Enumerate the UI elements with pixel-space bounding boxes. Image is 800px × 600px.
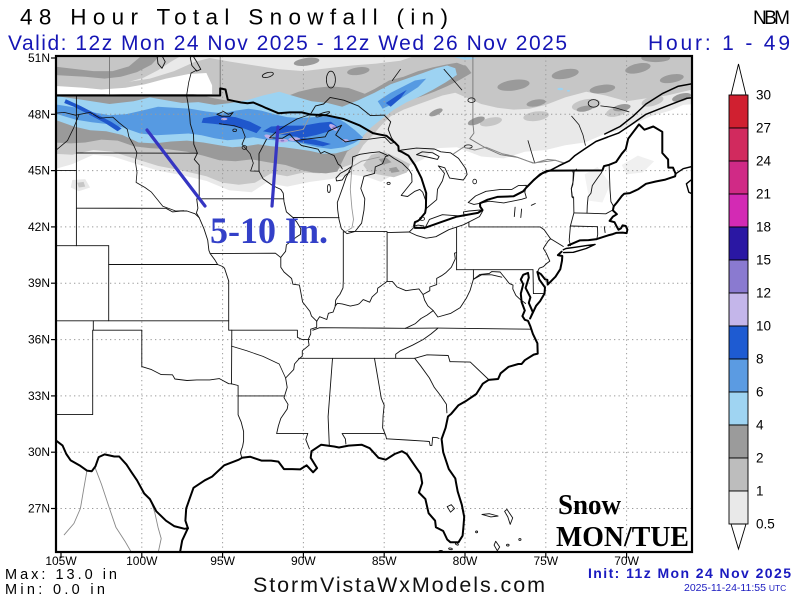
svg-text:2025-11-24-11:55 UTC: 2025-11-24-11:55 UTC [684, 582, 786, 594]
svg-text:33N: 33N [28, 389, 50, 403]
svg-text:80W: 80W [453, 554, 478, 568]
svg-text:30N: 30N [28, 445, 50, 459]
svg-text:15: 15 [756, 253, 771, 268]
svg-text:18: 18 [756, 220, 771, 235]
svg-text:0.5: 0.5 [756, 517, 775, 532]
svg-text:Valid: 12z Mon 24 Nov 2025 - 1: Valid: 12z Mon 24 Nov 2025 - 12z Wed 26 … [8, 32, 567, 55]
svg-text:MON/TUE: MON/TUE [556, 521, 689, 553]
svg-text:21: 21 [756, 187, 771, 202]
svg-text:4: 4 [756, 418, 764, 433]
svg-text:8: 8 [756, 352, 764, 367]
svg-text:70W: 70W [614, 554, 639, 568]
svg-text:27N: 27N [28, 502, 50, 516]
svg-text:24: 24 [756, 154, 772, 169]
svg-text:51N: 51N [28, 51, 50, 65]
svg-text:48N: 48N [28, 107, 50, 121]
svg-text:75W: 75W [533, 554, 558, 568]
svg-text:Min: 0.0 in: Min: 0.0 in [5, 582, 105, 598]
svg-text:5-10 In.: 5-10 In. [210, 211, 328, 252]
svg-text:StormVistaWxModels.com: StormVistaWxModels.com [253, 573, 545, 597]
svg-text:NBM: NBM [753, 8, 790, 29]
svg-text:39N: 39N [28, 276, 50, 290]
svg-text:95W: 95W [210, 554, 235, 568]
svg-text:Init: 11z Mon 24 Nov 2025: Init: 11z Mon 24 Nov 2025 [588, 565, 791, 581]
svg-text:Snow: Snow [558, 489, 621, 521]
svg-text:12: 12 [756, 286, 771, 301]
svg-text:30: 30 [756, 88, 771, 103]
svg-text:1: 1 [756, 484, 764, 499]
svg-text:2: 2 [756, 451, 764, 466]
svg-text:85W: 85W [372, 554, 397, 568]
svg-text:Hour: 1 - 49: Hour: 1 - 49 [648, 32, 790, 55]
svg-text:36N: 36N [28, 333, 50, 347]
svg-text:42N: 42N [28, 220, 50, 234]
svg-text:10: 10 [756, 319, 771, 334]
svg-text:Max: 13.0 in: Max: 13.0 in [5, 567, 117, 583]
svg-text:27: 27 [756, 121, 771, 136]
svg-text:6: 6 [756, 385, 764, 400]
svg-text:45N: 45N [28, 164, 50, 178]
svg-text:100W: 100W [126, 554, 158, 568]
svg-text:105W: 105W [45, 554, 77, 568]
svg-text:90W: 90W [291, 554, 316, 568]
